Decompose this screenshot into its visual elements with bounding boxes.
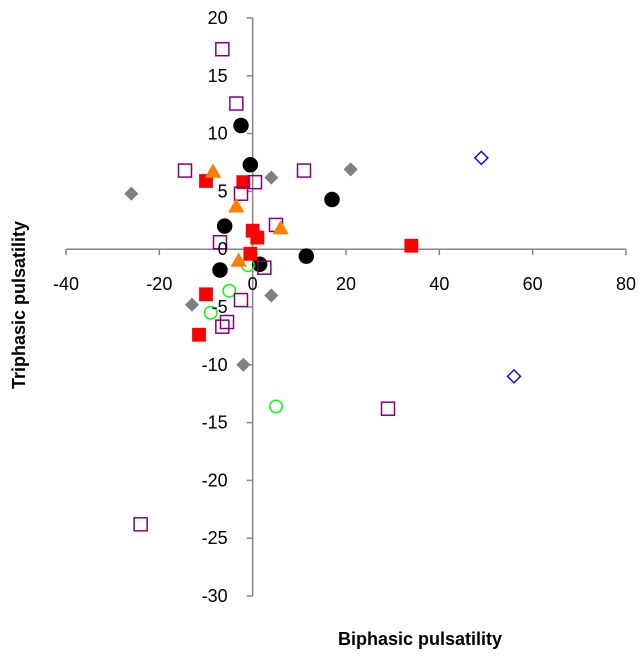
data-point [272, 220, 289, 235]
data-point [233, 186, 249, 201]
y-tick-label: -5 [212, 297, 228, 317]
y-axis-title: Triphasic pulsatility [9, 221, 29, 389]
data-point [296, 163, 312, 178]
data-point [236, 357, 251, 372]
x-tick-label: -20 [146, 274, 172, 294]
data-point [184, 297, 200, 312]
data-points [124, 41, 522, 532]
data-point [215, 41, 230, 57]
data-point [242, 157, 259, 173]
y-tick-label: -20 [202, 470, 228, 490]
data-point [177, 163, 193, 178]
x-tick-label: 0 [248, 274, 258, 294]
data-point [250, 230, 265, 245]
data-point [404, 238, 419, 253]
y-tick-label: 15 [208, 66, 228, 86]
data-point [222, 283, 237, 298]
data-point [215, 319, 230, 334]
data-point [192, 327, 206, 342]
data-point [233, 292, 249, 308]
data-point [203, 305, 218, 320]
data-point [247, 174, 263, 190]
y-tick-label: 0 [218, 239, 228, 259]
y-tick-label: -10 [202, 355, 228, 375]
data-point [204, 163, 222, 178]
y-tick-label: 20 [208, 8, 228, 28]
x-axis-title: Biphasic pulsatility [338, 629, 502, 649]
y-tick-label: -25 [202, 528, 228, 548]
data-point [257, 260, 272, 275]
y-tick-label: -15 [202, 413, 228, 433]
data-point [229, 96, 244, 111]
data-point [324, 191, 340, 208]
data-point [133, 517, 148, 532]
x-tick-label: 40 [429, 274, 449, 294]
data-point [212, 235, 228, 250]
data-point [236, 175, 251, 190]
y-tick-label: 5 [218, 181, 228, 201]
data-point [380, 401, 396, 416]
data-point [473, 150, 489, 166]
x-tick-label: -40 [53, 274, 79, 294]
data-point [216, 218, 233, 234]
data-point [243, 246, 258, 261]
y-tick-label: 10 [208, 124, 228, 144]
x-tick-label: 80 [616, 274, 636, 294]
data-point [199, 287, 213, 302]
data-point [506, 368, 522, 384]
data-point [264, 288, 279, 303]
tick-labels: -40 -20 0 20 40 60 80 20 15 10 5 0 -5 -10 -15 -20 -25 -30 [53, 8, 636, 606]
axes [65, 17, 627, 597]
x-tick-label: 60 [523, 274, 543, 294]
y-tick-label: -30 [202, 586, 228, 606]
data-point [230, 252, 247, 267]
data-point [219, 314, 235, 330]
data-point [228, 198, 245, 213]
data-point [343, 162, 358, 177]
data-point [298, 248, 315, 264]
data-point [233, 117, 249, 134]
data-point [264, 170, 279, 185]
x-tick-label: 20 [336, 274, 356, 294]
data-point [212, 262, 228, 278]
data-point [124, 186, 139, 201]
data-point [269, 399, 283, 414]
